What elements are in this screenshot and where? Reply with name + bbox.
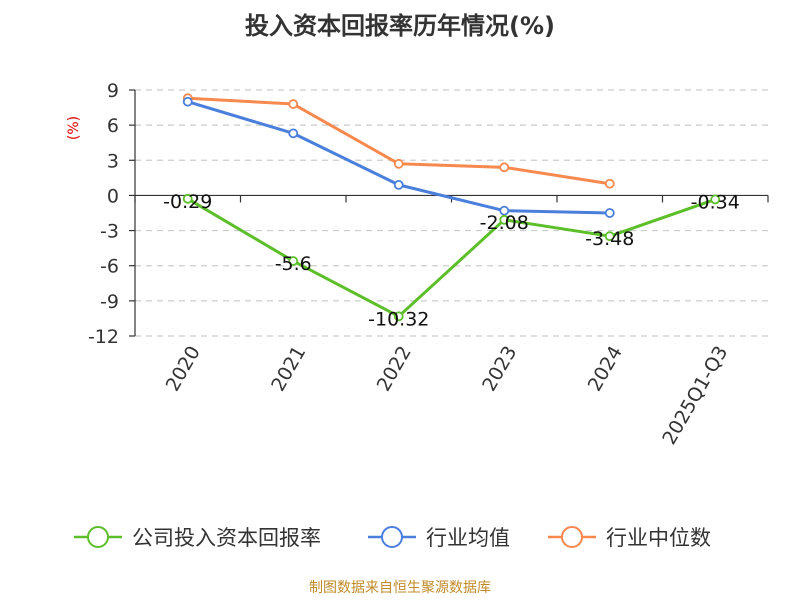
x-tick-label: 2021: [267, 342, 310, 395]
data-label: -0.29: [163, 191, 212, 213]
data-point[interactable]: [499, 214, 510, 225]
data-label: -5.6: [275, 253, 312, 275]
data-label: -2.08: [480, 212, 529, 234]
data-point[interactable]: [710, 194, 721, 205]
y-tick-label: -12: [88, 326, 119, 348]
chart-title: 投入资本回报率历年情况(%): [245, 12, 555, 40]
series-1: [182, 96, 615, 218]
source-note: 制图数据来自恒生聚源数据库: [309, 580, 491, 596]
data-label: -3.48: [585, 228, 634, 250]
y-tick-label: -9: [100, 291, 119, 313]
y-tick-label: 6: [107, 115, 119, 137]
data-labels: -0.29 -5.6 -10.32 -2.08 -3.48 -0.34: [163, 191, 740, 330]
legend-marker: [87, 526, 109, 548]
legend-marker: [381, 526, 403, 548]
legend-label: 行业均值: [426, 526, 510, 550]
data-point[interactable]: [604, 231, 615, 242]
data-point[interactable]: [182, 193, 193, 204]
series-2: [182, 93, 615, 189]
y-tick-labels: 9 6 3 0 -3 -6 -9 -12: [88, 80, 119, 348]
series-line: [187, 100, 610, 215]
data-point[interactable]: [288, 256, 299, 266]
series-line: [187, 96, 610, 186]
x-tick-label: 2020: [162, 342, 205, 395]
data-point[interactable]: [182, 96, 193, 107]
data-point[interactable]: [604, 178, 615, 189]
x-tick-label: 2024: [584, 342, 627, 395]
data-point[interactable]: [393, 311, 404, 322]
data-point[interactable]: [393, 179, 404, 190]
axes: [129, 89, 769, 337]
legend[interactable]: 公司投入资本回报率 行业均值 行业中位数: [74, 526, 711, 550]
series-0: [182, 193, 721, 322]
data-point[interactable]: [288, 99, 299, 109]
legend-item[interactable]: 公司投入资本回报率: [74, 526, 321, 550]
y-tick-label: 3: [107, 150, 119, 172]
data-label: -10.32: [368, 308, 429, 330]
legend-item[interactable]: 行业中位数: [548, 526, 711, 550]
legend-item[interactable]: 行业均值: [368, 526, 510, 550]
y-tick-label: -6: [100, 256, 119, 278]
y-tick-label: 9: [107, 80, 119, 102]
x-tick-label: 2022: [373, 342, 416, 395]
x-tick-label: 2023: [478, 342, 521, 395]
data-point[interactable]: [499, 162, 510, 173]
x-tick-labels: 2020 2021 2022 2023 2024 2025Q1-Q3: [162, 342, 733, 448]
y-tick-label: -3: [100, 221, 119, 243]
data-point[interactable]: [604, 208, 615, 218]
y-axis-unit-label: (%): [66, 116, 82, 140]
legend-label: 公司投入资本回报率: [132, 526, 321, 550]
y-tick-label: 0: [107, 185, 119, 207]
series-lines: [182, 93, 721, 322]
legend-marker: [561, 526, 583, 548]
series-line: [186, 197, 716, 318]
x-tick-label: 2025Q1-Q3: [658, 342, 732, 448]
data-point[interactable]: [499, 205, 510, 216]
data-label: -0.34: [691, 191, 740, 213]
data-point[interactable]: [288, 128, 299, 139]
legend-label: 行业中位数: [606, 526, 711, 550]
data-point[interactable]: [393, 158, 404, 169]
